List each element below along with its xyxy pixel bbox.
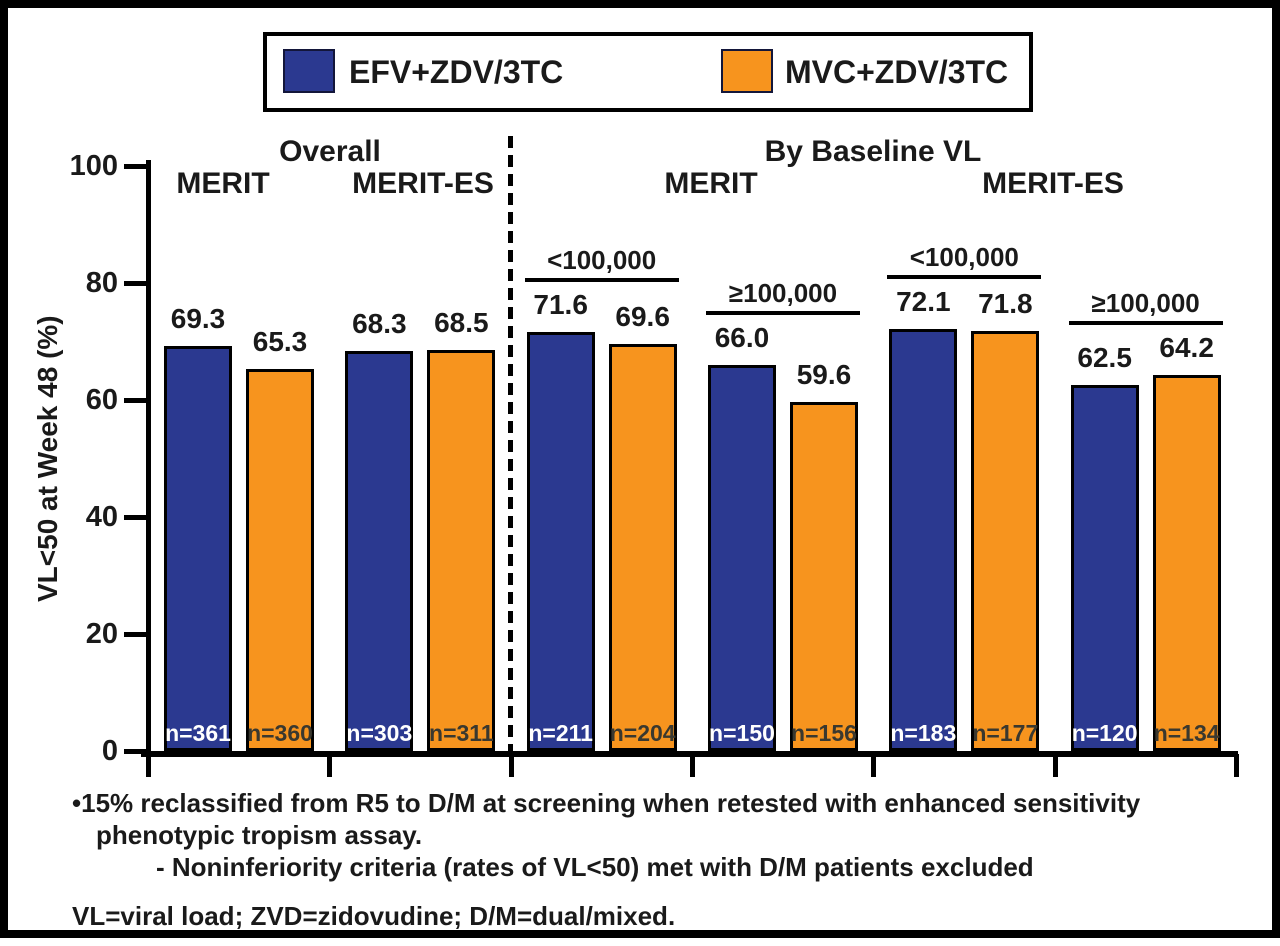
baseline-vl-caption-underline [705,310,860,315]
bar-mvc-zdv-3tc [971,330,1040,751]
bar-value-label: 72.1 [896,286,951,318]
footnote-bullet-continued: phenotypic tropism assay. [96,820,423,850]
y-axis-tick-label: 100 [69,150,118,182]
y-axis-tick [124,281,148,286]
bar-efv-zdv-3tc [345,351,414,751]
baseline-vl-caption-underline [887,275,1042,280]
bar-efv-zdv-3tc [526,332,595,751]
y-axis-tick-label: 0 [101,735,118,767]
bar-n-label: n=183 [890,720,957,746]
baseline-vl-caption: ≥100,000 [728,277,838,308]
bar-mvc-zdv-3tc [246,368,314,751]
x-axis-tick [146,754,151,777]
study-header-overall-merit-es: MERIT-ES [352,167,494,200]
plot-area: 0 20 40 60 80 100 69.3 n=361 65.3 n=360 68.3 n=303 6… [8,8,1280,946]
bar-mvc-zdv-3tc [427,350,496,751]
legend-label-efv: EFV+ZDV/3TC [349,54,564,90]
bar-n-label: n=360 [247,720,313,746]
bar-value-label: 71.8 [978,287,1033,319]
y-axis-tick-label: 60 [85,384,118,416]
bar-efv-zdv-3tc [707,364,776,751]
x-axis-tick [1233,754,1239,777]
bar-n-label: n=134 [1153,720,1220,746]
x-axis-tick [327,754,333,777]
y-axis-tick [124,164,148,169]
bar-n-label: n=303 [346,720,413,746]
bar-efv-zdv-3tc [164,345,232,751]
bar-n-label: n=211 [528,720,593,746]
bar-value-label: 68.3 [352,308,407,340]
bar-value-label: 62.5 [1077,342,1132,374]
bar-value-label: 59.6 [796,359,852,391]
bar-value-label: 65.3 [252,325,308,357]
study-header-overall-merit: MERIT [176,167,270,200]
bar-value-label: 71.6 [533,289,588,321]
bar-mvc-zdv-3tc [789,402,858,751]
baseline-vl-caption-underline [524,278,679,283]
legend-label-mvc: MVC+ZDV/3TC [785,54,1009,90]
efv-color-swatch [283,49,335,93]
bar-mvc-zdv-3tc [608,343,677,751]
footnote-noninferiority: - Noninferiority criteria (rates of VL<5… [156,852,1034,882]
bar-n-label: n=156 [791,720,857,746]
legend: EFV+ZDV/3TC MVC+ZDV/3TC [263,32,1033,112]
y-axis-tick [124,398,148,403]
footnote-bullet: •15% reclassified from R5 to D/M at scre… [72,788,1141,818]
footnote-abbreviations: VL=viral load; ZVD=zidovudine; D/M=dual/… [72,901,676,931]
bar-value-label: 68.5 [434,307,489,339]
bar-n-label: n=177 [972,720,1039,746]
y-axis-line [146,160,151,756]
bar-n-label: n=311 [429,720,494,746]
study-header-baseline-merit: MERIT [664,167,758,200]
panel-separator-dashed-line [508,136,513,757]
baseline-vl-caption: ≥100,000 [1091,288,1200,319]
bar-value-label: 66.0 [714,321,770,353]
study-header-baseline-merit-es: MERIT-ES [982,167,1124,200]
x-axis-tick [689,754,695,777]
x-axis-tick [508,754,514,777]
panel-header-overall: Overall [279,135,381,168]
x-axis-tick [871,754,877,777]
y-axis-tick [124,515,148,520]
bar-n-label: n=150 [709,720,775,746]
baseline-vl-caption-underline [1068,321,1223,326]
bar-value-label: 64.2 [1159,332,1214,364]
x-axis-tick [1052,754,1058,777]
bar-value-label: 69.3 [170,302,226,334]
bar-efv-zdv-3tc [1070,385,1139,751]
y-axis-tick-label: 20 [85,618,118,650]
y-axis-tick-label: 40 [85,501,118,533]
mvc-color-swatch [721,49,773,93]
bar-mvc-zdv-3tc [1152,375,1221,751]
baseline-vl-caption: <100,000 [547,245,657,276]
bar-n-label: n=361 [165,720,231,746]
y-axis-tick-label: 80 [85,267,118,299]
bar-value-label: 69.6 [615,300,670,332]
x-axis-line [141,751,1238,757]
panel-header-by-baseline-vl: By Baseline VL [764,135,982,168]
bar-efv-zdv-3tc [889,329,958,751]
y-axis-tick [124,749,148,754]
bar-n-label: n=204 [609,720,676,746]
y-axis-tick [124,632,148,637]
baseline-vl-caption: <100,000 [909,242,1019,273]
bar-n-label: n=120 [1071,720,1138,746]
